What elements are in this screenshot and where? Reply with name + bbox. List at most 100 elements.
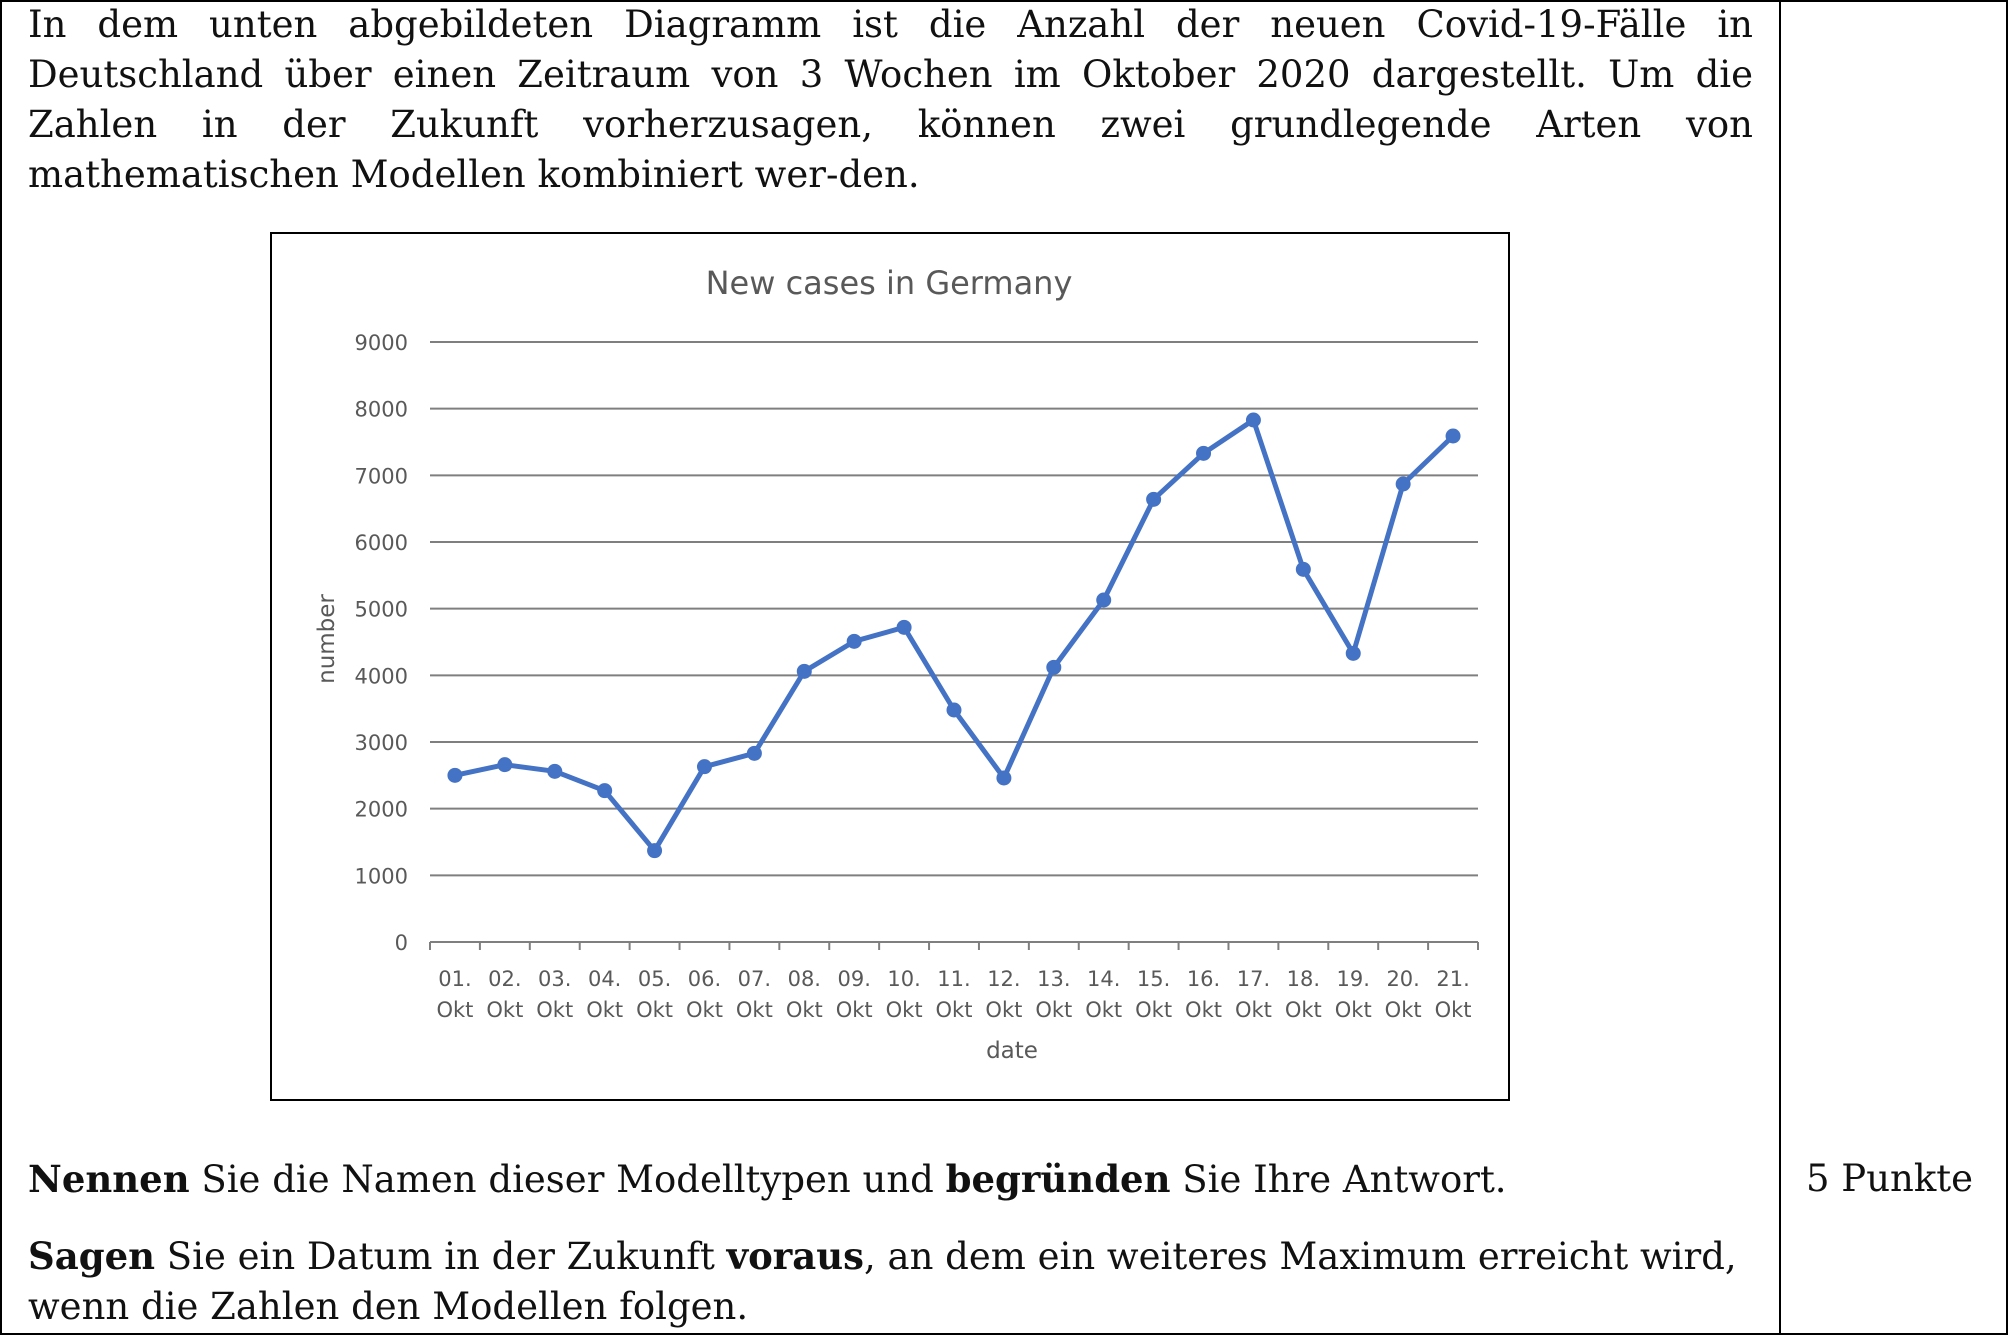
- task-1-verb-2: begründen: [945, 1157, 1171, 1201]
- data-point: [497, 757, 513, 773]
- x-tick-label-day: 20.: [1386, 967, 1419, 991]
- x-tick-label-month: Okt: [1085, 998, 1122, 1022]
- data-point: [796, 663, 812, 679]
- y-tick-label: 0: [395, 931, 408, 955]
- x-tick-label-day: 10.: [887, 967, 920, 991]
- x-tick-label: 19. Okt: [1335, 967, 1372, 1022]
- y-tick-label: 2000: [355, 798, 408, 822]
- data-point: [647, 843, 663, 859]
- x-tick-label-month: Okt: [686, 998, 723, 1022]
- data-point: [1196, 445, 1212, 461]
- x-tick-label-day: 08.: [788, 967, 821, 991]
- data-point: [1395, 476, 1411, 492]
- task-1-verb: Nennen: [28, 1157, 190, 1201]
- points-label: 5 Punkte: [1806, 1157, 1974, 1200]
- x-tick-label: 07. Okt: [736, 967, 773, 1022]
- x-tick-label: 21. Okt: [1435, 967, 1472, 1022]
- data-point: [597, 783, 613, 799]
- x-tick-label-day: 19.: [1337, 967, 1370, 991]
- data-point: [1295, 561, 1311, 577]
- chart-svg: New cases in Germany 0 1000 2000 3000 4000 50…: [314, 264, 1479, 1064]
- series-new-cases: [447, 412, 1461, 859]
- y-tick-label: 8000: [355, 398, 408, 422]
- task-2-verb: Sagen: [28, 1234, 156, 1278]
- y-tick-labels: 0 1000 2000 3000 4000 5000 6000 7000 8000 9000: [355, 331, 408, 955]
- x-tick-label-day: 03.: [538, 967, 571, 991]
- data-point: [996, 770, 1012, 786]
- task-2: Sagen Sie ein Datum in der Zukunft vorau…: [28, 1231, 1753, 1332]
- x-tick-label-day: 21.: [1436, 967, 1469, 991]
- x-tick-label: 06. Okt: [686, 967, 723, 1022]
- x-tick-label-month: Okt: [936, 998, 973, 1022]
- task-1-text-end: Sie Ihre Antwort.: [1170, 1158, 1507, 1201]
- x-tick-label: 08. Okt: [786, 967, 823, 1022]
- data-point: [846, 633, 862, 649]
- task-1-text: Sie die Namen dieser Modelltypen und: [189, 1158, 946, 1201]
- x-tick-label-day: 05.: [638, 967, 671, 991]
- data-point: [1345, 645, 1361, 661]
- x-tick-label: 18. Okt: [1285, 967, 1322, 1022]
- line-chart: New cases in Germany 0 1000 2000 3000 4000 50…: [270, 232, 1510, 1101]
- data-point: [896, 619, 912, 635]
- x-tick-label-day: 04.: [588, 967, 621, 991]
- x-axis-label: date: [986, 1038, 1038, 1064]
- x-tick-label: 01. Okt: [436, 967, 473, 1022]
- task-2-text: Sie ein Datum in der Zukunft: [155, 1235, 727, 1278]
- data-point: [1046, 659, 1062, 675]
- y-tick-label: 5000: [355, 598, 408, 622]
- intro-paragraph: In dem unten abgebildeten Diagramm ist d…: [28, 3, 1753, 196]
- x-tick-label-day: 12.: [987, 967, 1020, 991]
- y-axis-label: number: [314, 594, 340, 684]
- x-tick-label-month: Okt: [786, 998, 823, 1022]
- data-point: [547, 763, 563, 779]
- x-tick-label-month: Okt: [1235, 998, 1272, 1022]
- x-tick-label-month: Okt: [536, 998, 573, 1022]
- x-tick-label: 10. Okt: [886, 967, 923, 1022]
- x-tick-label-day: 11.: [937, 967, 970, 991]
- x-tick-label-month: Okt: [636, 998, 673, 1022]
- x-tick-label: 16. Okt: [1185, 967, 1222, 1022]
- y-tick-label: 6000: [355, 531, 408, 555]
- x-tick-label: 11. Okt: [936, 967, 973, 1022]
- grid-lines: [429, 341, 1479, 950]
- x-tick-label-month: Okt: [1135, 998, 1172, 1022]
- x-tick-label-month: Okt: [436, 998, 473, 1022]
- x-tick-label-day: 13.: [1037, 967, 1070, 991]
- x-tick-label-day: 02.: [488, 967, 521, 991]
- x-tick-label-month: Okt: [1285, 998, 1322, 1022]
- x-tick-label-day: 15.: [1137, 967, 1170, 991]
- x-tick-label: 15. Okt: [1135, 967, 1172, 1022]
- data-point: [696, 759, 712, 775]
- points-column-divider: [1779, 0, 1781, 1335]
- x-tick-label: 09. Okt: [836, 967, 873, 1022]
- x-tick-label-month: Okt: [736, 998, 773, 1022]
- data-point: [1445, 428, 1461, 444]
- x-tick-label-month: Okt: [886, 998, 923, 1022]
- x-tick-label-month: Okt: [486, 998, 523, 1022]
- y-tick-label: 9000: [355, 331, 408, 355]
- x-tick-label: 05. Okt: [636, 967, 673, 1022]
- x-tick-label-day: 01.: [438, 967, 471, 991]
- x-tick-label: 03. Okt: [536, 967, 573, 1022]
- y-tick-label: 7000: [355, 464, 408, 488]
- x-tick-label-day: 14.: [1087, 967, 1120, 991]
- x-tick-label: 13. Okt: [1035, 967, 1072, 1022]
- x-tick-label-month: Okt: [836, 998, 873, 1022]
- x-tick-label-month: Okt: [1385, 998, 1422, 1022]
- x-tick-label: 04. Okt: [586, 967, 623, 1022]
- x-tick-label-month: Okt: [1435, 998, 1472, 1022]
- data-point: [1245, 412, 1261, 428]
- chart-title: New cases in Germany: [706, 264, 1073, 302]
- x-tick-labels: 01. Okt 02. Okt 03. Okt 04. Okt 05. Okt 06. Okt 07. O…: [436, 967, 1471, 1022]
- task-2-text-end: , an dem ein weiteres Maximum erreicht w…: [28, 1235, 1737, 1328]
- x-tick-label-month: Okt: [1035, 998, 1072, 1022]
- x-tick-label: 02. Okt: [486, 967, 523, 1022]
- data-point: [1096, 592, 1112, 608]
- x-tick-label: 12. Okt: [985, 967, 1022, 1022]
- x-tick-label-month: Okt: [1185, 998, 1222, 1022]
- x-tick-label: 14. Okt: [1085, 967, 1122, 1022]
- x-tick-label-month: Okt: [985, 998, 1022, 1022]
- x-tick-label-day: 16.: [1187, 967, 1220, 991]
- data-point: [447, 767, 463, 783]
